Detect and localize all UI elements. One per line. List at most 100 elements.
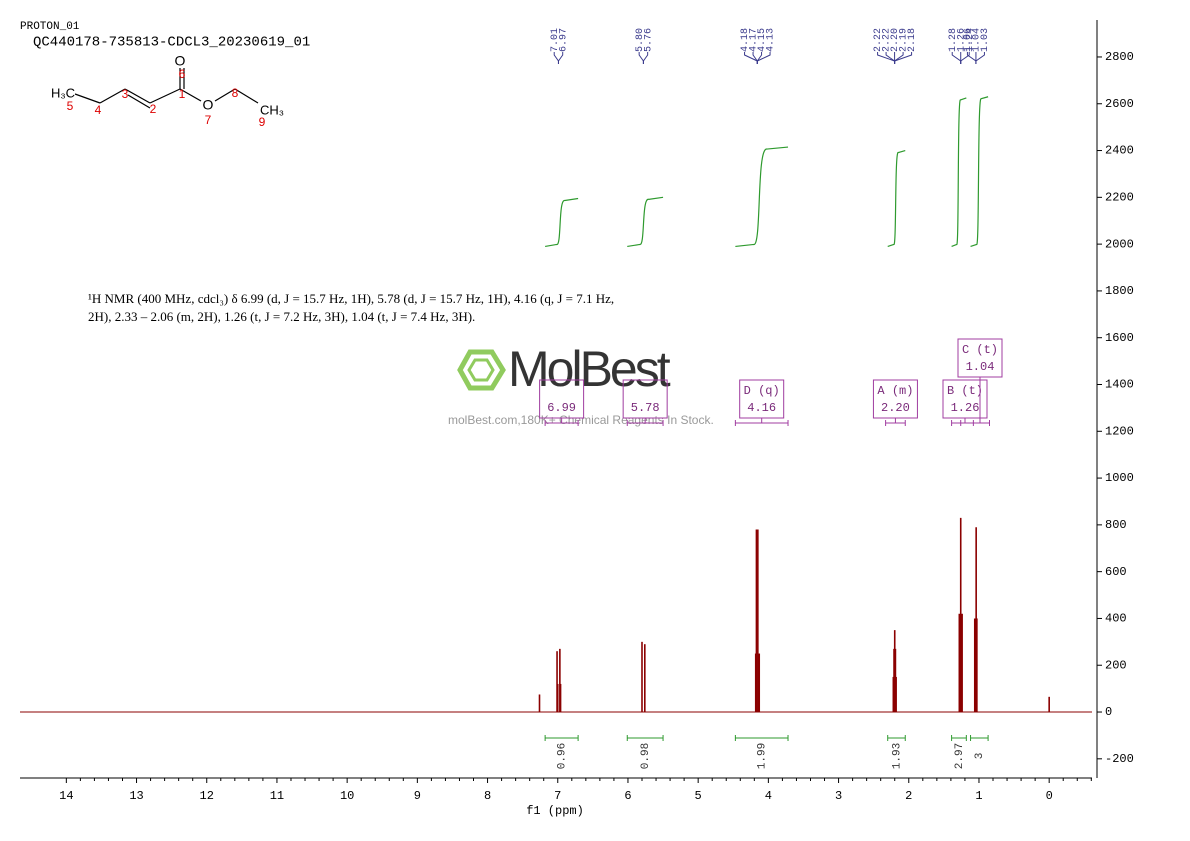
atom-number: 9 bbox=[259, 115, 266, 129]
y-tick-label: 2600 bbox=[1105, 97, 1134, 111]
peak-connector bbox=[951, 52, 962, 64]
peak-label: 2.19 bbox=[899, 28, 910, 52]
description: ¹H NMR (400 MHz, cdcl₃) δ 6.99 (d, J = 1… bbox=[88, 291, 614, 306]
integral-value: 0.98 bbox=[640, 743, 652, 769]
x-tick-label: 9 bbox=[414, 789, 421, 803]
header: PROTON_01 bbox=[20, 21, 80, 33]
integral-value: 3 bbox=[974, 753, 986, 760]
atom: O bbox=[175, 53, 186, 69]
y-tick-label: 2200 bbox=[1105, 191, 1134, 205]
peak-label: 4.15 bbox=[757, 28, 768, 52]
atom: CH₃ bbox=[260, 102, 284, 117]
y-tick-label: 600 bbox=[1105, 565, 1127, 579]
multiplet-label: C (t) bbox=[962, 343, 998, 357]
x-tick-label: 1 bbox=[975, 789, 982, 803]
x-tick-label: 2 bbox=[905, 789, 912, 803]
x-tick-label: 0 bbox=[1046, 789, 1053, 803]
integral-value: 2.97 bbox=[954, 743, 966, 769]
peak-connector bbox=[756, 52, 771, 64]
atom-number: 5 bbox=[67, 99, 74, 113]
x-tick-label: 14 bbox=[59, 789, 73, 803]
header: QC440178-735813-CDCL3_20230619_01 bbox=[33, 35, 310, 51]
peak-label: 7.01 bbox=[550, 28, 561, 52]
y-tick-label: 400 bbox=[1105, 612, 1127, 626]
y-tick-label: 1000 bbox=[1105, 471, 1134, 485]
x-tick-label: 6 bbox=[624, 789, 631, 803]
y-tick-label: 200 bbox=[1105, 658, 1127, 672]
atom-number: 3 bbox=[122, 87, 129, 101]
structure bbox=[74, 68, 259, 109]
integral-curve bbox=[970, 96, 989, 248]
integral-curve bbox=[951, 97, 967, 248]
watermark-text: molBest.com,180K+ Chemical Reagents In S… bbox=[448, 413, 714, 427]
atom: O bbox=[203, 97, 214, 113]
watermark: MolBest molBest.com,180K+ Chemical Reage… bbox=[448, 341, 714, 427]
y-tick-label: 1200 bbox=[1105, 424, 1134, 438]
atom-number: 8 bbox=[232, 86, 239, 100]
y-tick-label: -200 bbox=[1105, 752, 1134, 766]
peak-connector bbox=[638, 52, 644, 64]
y-tick-label: 1800 bbox=[1105, 284, 1134, 298]
multiplet-label: D (q) bbox=[744, 384, 780, 398]
x-tick-label: 13 bbox=[129, 789, 143, 803]
y-tick-label: 1400 bbox=[1105, 378, 1134, 392]
atom-number: 2 bbox=[150, 102, 157, 116]
peak-connector bbox=[752, 52, 758, 64]
peak-label: 1.04 bbox=[972, 28, 983, 52]
y-tick-label: 2000 bbox=[1105, 237, 1134, 251]
x-axis-label: f1 (ppm) bbox=[526, 804, 584, 818]
integral-value: 1.93 bbox=[891, 743, 903, 769]
y-tick-label: 800 bbox=[1105, 518, 1127, 532]
multiplet-label: A (m) bbox=[877, 384, 913, 398]
peak-label: 1.26 bbox=[956, 28, 967, 52]
peak-connector bbox=[975, 52, 985, 64]
peak-label: 4.18 bbox=[740, 28, 751, 52]
atom: H₃C bbox=[51, 85, 75, 100]
watermark-title: MolBest bbox=[508, 341, 671, 397]
peak-label: 6.97 bbox=[558, 28, 569, 52]
x-tick-label: 5 bbox=[695, 789, 702, 803]
peak-label: 4.13 bbox=[766, 28, 777, 52]
y-tick-label: 2400 bbox=[1105, 144, 1134, 158]
peak-connector bbox=[960, 52, 970, 64]
peak-connector bbox=[756, 52, 763, 64]
x-tick-label: 3 bbox=[835, 789, 842, 803]
y-tick-label: 2800 bbox=[1105, 50, 1134, 64]
atom-number: 1 bbox=[179, 87, 186, 101]
y-tick-label: 0 bbox=[1105, 705, 1112, 719]
integral-curve bbox=[887, 149, 906, 248]
multiplet-label: 6.99 bbox=[547, 401, 576, 415]
multiplet-label: 5.78 bbox=[631, 401, 660, 415]
x-tick-label: 10 bbox=[340, 789, 354, 803]
x-tick-label: 4 bbox=[765, 789, 772, 803]
peak-label: 2.18 bbox=[907, 28, 918, 52]
peak-label: 1.03 bbox=[980, 28, 991, 52]
peak-label: 1.28 bbox=[948, 28, 959, 52]
integral-value: 1.99 bbox=[757, 743, 769, 769]
peak-label: 5.76 bbox=[643, 28, 654, 52]
atom-number: 6 bbox=[179, 67, 186, 81]
multiplet-label: 4.16 bbox=[747, 401, 776, 415]
peak-label: 4.17 bbox=[749, 28, 760, 52]
description: 2H), 2.33 – 2.06 (m, 2H), 1.26 (t, J = 7… bbox=[88, 309, 475, 324]
x-tick-label: 12 bbox=[200, 789, 214, 803]
logo bbox=[457, 349, 506, 391]
logo bbox=[467, 358, 495, 382]
y-tick-label: 1600 bbox=[1105, 331, 1134, 345]
peak-label: 2.20 bbox=[890, 28, 901, 52]
integral-curve bbox=[735, 146, 789, 248]
peak-label: 5.80 bbox=[635, 28, 646, 52]
multiplet-label: 1.26 bbox=[951, 401, 980, 415]
integral-value: 0.96 bbox=[557, 743, 569, 769]
atom-numbers: 6 1 2 3 4 5 7 8 9 bbox=[67, 67, 266, 129]
integral-curve bbox=[545, 197, 579, 248]
peak-label: 1.06 bbox=[963, 28, 974, 52]
x-tick-label: 8 bbox=[484, 789, 491, 803]
peak-connector bbox=[553, 52, 559, 64]
multiplet-label: 1.04 bbox=[966, 360, 995, 374]
peak-label: 2.22 bbox=[882, 28, 893, 52]
x-tick-label: 11 bbox=[270, 789, 284, 803]
peak-label: 2.22 bbox=[873, 28, 884, 52]
